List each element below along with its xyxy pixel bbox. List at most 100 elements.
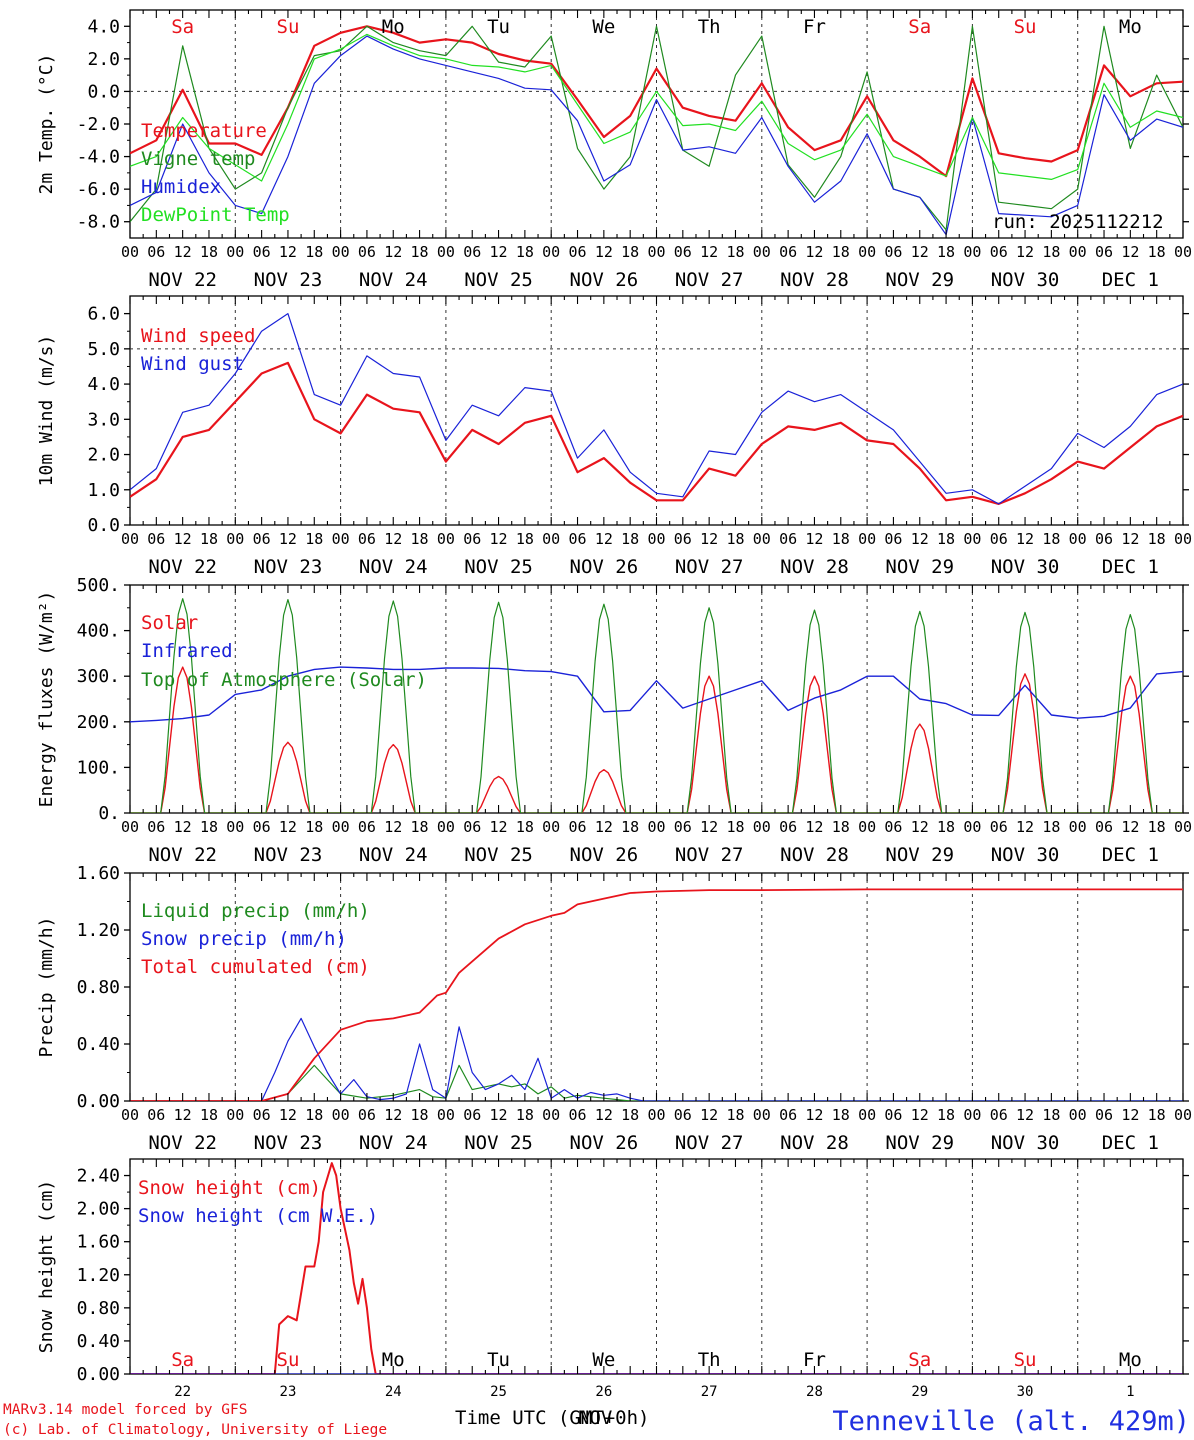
- wind-y-tick-label: 6.0: [87, 304, 120, 325]
- wind-date-label: NOV 25: [464, 556, 533, 578]
- temp-hour-label: 06: [463, 243, 481, 261]
- temp-hour-label: 18: [305, 243, 323, 261]
- wind-hour-label: 12: [700, 530, 718, 548]
- precip-hour-label: 12: [911, 1106, 929, 1124]
- flux-hour-label: 18: [516, 818, 534, 836]
- flux-date-label: NOV 23: [254, 844, 323, 866]
- flux-hour-label: 12: [911, 818, 929, 836]
- x-axis-title: Time UTC (GMT+0h): [455, 1407, 649, 1429]
- wind-hour-label: 12: [911, 530, 929, 548]
- flux-series-solar: [130, 666, 1183, 813]
- flux-legend-1: Infrared: [141, 640, 233, 662]
- flux-hour-label: 06: [463, 818, 481, 836]
- wind-date-label: NOV 24: [359, 556, 428, 578]
- temp-hour-label: 06: [674, 243, 692, 261]
- snow-day-name: Fr: [803, 1349, 826, 1371]
- precip-hour-label: 18: [305, 1106, 323, 1124]
- flux-hour-label: 18: [200, 818, 218, 836]
- flux-hour-label: 00: [542, 818, 560, 836]
- temp-hour-label: 00: [542, 243, 560, 261]
- temp-day-name: Sa: [171, 16, 194, 38]
- temp-legend-1: Vigne temp: [141, 148, 255, 170]
- flux-hour-label: 00: [226, 818, 244, 836]
- flux-hour-label: 18: [937, 818, 955, 836]
- precip-hour-label: 12: [174, 1106, 192, 1124]
- flux-legend-0: Solar: [141, 612, 198, 634]
- model-credit: MARv3.14 model forced by GFS: [3, 1402, 247, 1418]
- wind-hour-label: 18: [200, 530, 218, 548]
- temp-hour-label: 18: [832, 243, 850, 261]
- temp-hour-label: 00: [858, 243, 876, 261]
- flux-date-label: NOV 30: [991, 844, 1060, 866]
- temp-series-temperature: [130, 25, 1183, 178]
- precip-hour-label: 00: [121, 1106, 139, 1124]
- precip-date-label: NOV 29: [885, 1132, 954, 1154]
- flux-hour-label: 18: [1148, 818, 1166, 836]
- precip-date-label: NOV 24: [359, 1132, 428, 1154]
- snow-day-number: 28: [806, 1384, 823, 1400]
- precip-hour-label: 00: [226, 1106, 244, 1124]
- temp-date-label: NOV 27: [675, 269, 744, 291]
- snow-day-number: 24: [385, 1384, 402, 1400]
- temp-y-tick-label: 0.0: [87, 81, 120, 102]
- flux-hour-label: 18: [726, 818, 744, 836]
- snow-day-name: Tu: [487, 1349, 510, 1371]
- flux-hour-label: 18: [832, 818, 850, 836]
- temp-date-label: NOV 22: [148, 269, 217, 291]
- precip-legend-1: Snow precip (mm/h): [141, 928, 347, 950]
- snow-day-name: We: [592, 1349, 615, 1371]
- flux-hour-label: 06: [674, 818, 692, 836]
- precip-hour-label: 12: [700, 1106, 718, 1124]
- flux-hour-label: 00: [332, 818, 350, 836]
- snow-day-number: 25: [490, 1384, 507, 1400]
- snow-series-group: [130, 1162, 1183, 1374]
- wind-y-tick-label: 4.0: [87, 374, 120, 395]
- flux-hour-label: 00: [1069, 818, 1087, 836]
- precip-hour-label: 00: [963, 1106, 981, 1124]
- precip-hour-label: 12: [595, 1106, 613, 1124]
- snow-series-snow-height-cm-: [130, 1162, 1183, 1374]
- temp-date-label: NOV 24: [359, 269, 428, 291]
- temp-y-tick-label: -8.0: [77, 212, 120, 233]
- temp-series-group: [130, 25, 1183, 236]
- wind-hour-label: 12: [384, 530, 402, 548]
- flux-hour-label: 12: [490, 818, 508, 836]
- temp-day-name: Su: [277, 16, 300, 38]
- temp-hour-label: 00: [332, 243, 350, 261]
- snow-y-axis-title: Snow height (cm): [36, 1180, 57, 1353]
- flux-hour-label: 00: [437, 818, 455, 836]
- wind-hour-label: 00: [226, 530, 244, 548]
- wind-date-label: NOV 22: [148, 556, 217, 578]
- precip-hour-label: 06: [568, 1106, 586, 1124]
- copyright-credit: (c) Lab. of Climatology, University of L…: [3, 1422, 387, 1438]
- flux-date-label: NOV 27: [675, 844, 744, 866]
- wind-hour-label: 18: [411, 530, 429, 548]
- precip-legend-2: Total cumulated (cm): [141, 956, 370, 978]
- flux-date-label: NOV 22: [148, 844, 217, 866]
- temp-y-tick-label: -2.0: [77, 114, 120, 135]
- wind-date-label: NOV 29: [885, 556, 954, 578]
- precip-hour-label: 12: [805, 1106, 823, 1124]
- flux-hour-label: 06: [253, 818, 271, 836]
- precip-y-tick-label: 0.00: [77, 1091, 120, 1112]
- wind-hour-label: 06: [568, 530, 586, 548]
- snow-day-number: 22: [174, 1384, 191, 1400]
- temp-hour-label: 06: [147, 243, 165, 261]
- wind-hour-label: 12: [490, 530, 508, 548]
- flux-date-label: DEC 1: [1102, 844, 1159, 866]
- grid-lines: [130, 10, 1183, 1374]
- temp-date-label: DEC 1: [1102, 269, 1159, 291]
- precip-hour-label: 18: [937, 1106, 955, 1124]
- temp-hour-label: 12: [595, 243, 613, 261]
- flux-hour-label: 12: [174, 818, 192, 836]
- flux-hour-label: 00: [963, 818, 981, 836]
- precip-hour-label: 18: [1042, 1106, 1060, 1124]
- precip-date-label: NOV 26: [570, 1132, 639, 1154]
- wind-y-tick-label: 0.0: [87, 515, 120, 536]
- temp-day-name: Fr: [803, 16, 826, 38]
- temp-day-name: Mo: [1119, 16, 1142, 38]
- temp-legend-3: DewPoint Temp: [141, 204, 290, 226]
- wind-hour-label-final: 00: [1174, 530, 1192, 548]
- wind-legend-0: Wind speed: [141, 325, 255, 347]
- flux-hour-label: 00: [647, 818, 665, 836]
